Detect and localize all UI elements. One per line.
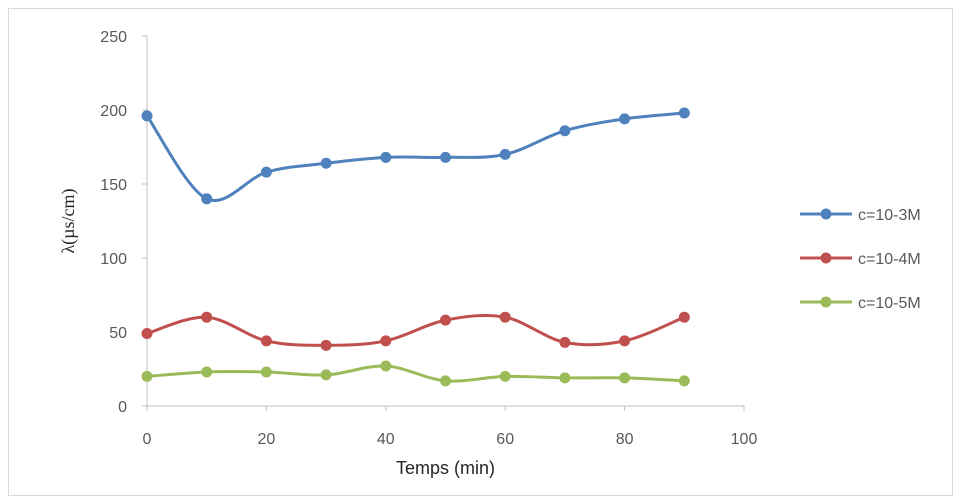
legend-entry: c=10-3M: [800, 207, 921, 224]
data-point: [260, 166, 272, 178]
y-axis-title: λ(µs/cm): [58, 188, 79, 253]
y-tick-label: 200: [100, 103, 127, 120]
data-point: [141, 370, 153, 382]
y-tick-label: 100: [100, 251, 127, 268]
data-point: [619, 372, 631, 384]
data-point: [440, 314, 451, 326]
data-point: [320, 369, 332, 381]
x-tick-label: 40: [377, 431, 395, 448]
legend: c=10-3M c=10-4M c=10-5M: [800, 207, 921, 312]
x-tick-label: 0: [143, 431, 152, 448]
series-line: [145, 111, 686, 203]
y-tick-label: 0: [118, 399, 127, 416]
series-2: [141, 311, 690, 351]
x-tick-label: 60: [496, 431, 514, 448]
x-tick-label: 100: [731, 431, 758, 448]
y-tick-label: 50: [109, 325, 127, 342]
data-point: [201, 193, 213, 205]
data-point: [141, 327, 153, 339]
data-point: [260, 335, 272, 347]
data-point: [559, 336, 571, 348]
legend-marker: [820, 296, 832, 308]
chart-frame: [8, 8, 953, 496]
data-point: [678, 311, 690, 323]
data-point: [440, 151, 451, 163]
data-point: [141, 110, 153, 122]
data-point: [678, 375, 690, 387]
series-line: [145, 364, 686, 383]
series-layer: [141, 107, 690, 387]
x-tick-label: 20: [258, 431, 276, 448]
data-point: [320, 157, 332, 169]
data-point: [380, 151, 392, 163]
data-point: [559, 372, 571, 384]
data-point: [499, 311, 511, 323]
data-point: [260, 366, 272, 378]
legend-entry: c=10-5M: [800, 295, 921, 312]
data-point: [499, 370, 511, 382]
series-1: [141, 107, 690, 205]
tick-labels: 0 50 100 150 200 250 0 20 40 60 80 100: [100, 29, 757, 448]
legend-marker: [820, 252, 832, 264]
data-point: [320, 339, 332, 351]
data-point: [440, 375, 451, 387]
y-tick-label: 250: [100, 29, 127, 46]
data-point: [201, 366, 213, 378]
data-point: [559, 125, 571, 137]
data-point: [619, 335, 631, 347]
series-line: [145, 313, 686, 347]
series-3: [141, 360, 690, 387]
axes: [142, 35, 745, 411]
legend-label: c=10-4M: [858, 251, 921, 268]
legend-label: c=10-5M: [858, 295, 921, 312]
y-tick-label: 150: [100, 177, 127, 194]
data-point: [380, 360, 392, 372]
data-point: [380, 335, 392, 347]
legend-entry: c=10-4M: [800, 251, 921, 268]
x-tick-label: 80: [616, 431, 634, 448]
legend-marker: [820, 208, 832, 220]
data-point: [678, 107, 690, 119]
data-point: [201, 311, 213, 323]
x-axis-title: Temps (min): [396, 458, 495, 478]
data-point: [499, 148, 511, 160]
legend-label: c=10-3M: [858, 207, 921, 224]
data-point: [619, 113, 631, 125]
